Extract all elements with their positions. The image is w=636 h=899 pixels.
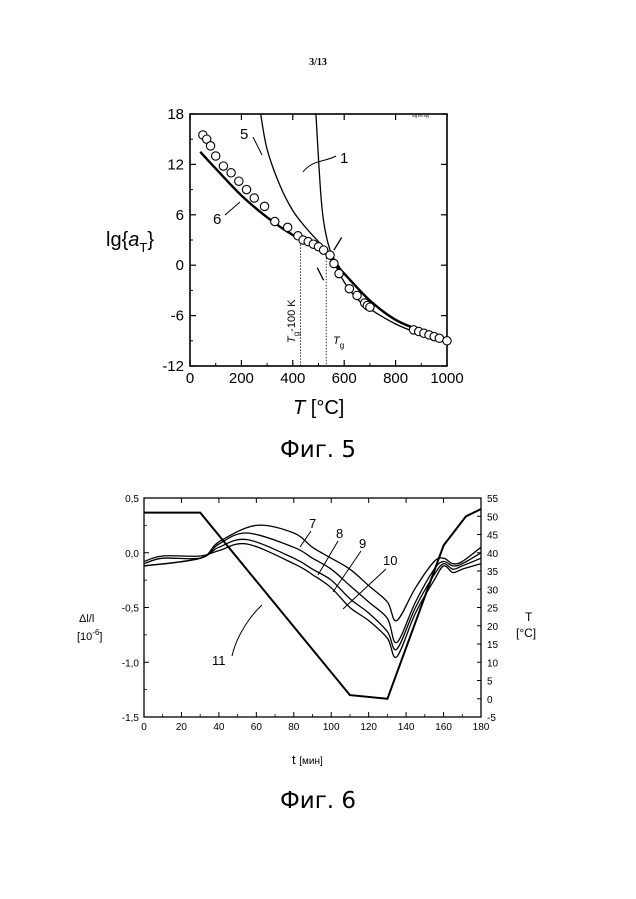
fig5-data-point — [345, 285, 353, 293]
fig6-curve-label-8: 8 — [336, 526, 343, 541]
fig6-y-right-tick-label: 30 — [487, 585, 499, 596]
fig5-data-point — [260, 202, 268, 210]
fig6-x-tick-label: 140 — [398, 722, 415, 733]
fig5-series — [200, 114, 447, 341]
fig5-x-tick-label: 400 — [280, 370, 305, 387]
fig6-x-tick-label: 20 — [176, 722, 188, 733]
fig5-data-point — [335, 269, 343, 277]
fig6-x-tick-label: 40 — [213, 722, 225, 733]
fig5-data-point — [353, 291, 361, 299]
fig6-curve-8 — [144, 533, 481, 643]
fig5-curve-label-6: 6 — [213, 211, 221, 228]
fig6-y-right-label-line2: [°C] — [516, 626, 536, 640]
fig6-y-right-tick-label: 15 — [487, 640, 499, 651]
fig6-y-left-label-line1: Δl/l — [79, 613, 94, 625]
fig6-series — [144, 509, 481, 699]
fig6-curve-label-9: 9 — [359, 536, 366, 551]
fig6-y-right-tick-label: 10 — [487, 658, 499, 669]
fig6-y-left-label-line2: [10-6] — [77, 628, 102, 643]
figure-6-chart: 0204060801001201401601800,50,0-0,5-1,0-1… — [0, 488, 636, 788]
fig5-data-point — [443, 337, 451, 345]
fig6-x-axis-label: t [мин] — [292, 752, 323, 767]
fig5-x-tick-label: 200 — [229, 370, 254, 387]
fig5-tg-minus-label: Tg-100 K — [286, 299, 301, 343]
fig6-y-right-tick-label: 40 — [487, 549, 499, 560]
fig6-x-tick-label: 100 — [323, 722, 340, 733]
fig5-corner-mark: clg1fb.opj — [412, 113, 429, 118]
fig6-y-right-tick-label: 25 — [487, 604, 499, 615]
fig5-data-point — [242, 185, 250, 193]
fig5-data-point — [366, 303, 374, 311]
fig6-curve-label-11: 11 — [212, 653, 226, 668]
fig5-tg-label: Tg — [333, 335, 344, 350]
fig5-data-point — [206, 142, 214, 150]
fig6-y-left-tick-label: -1,5 — [122, 713, 140, 724]
fig5-data-point — [227, 169, 235, 177]
fig5-curve-label-5: 5 — [240, 126, 248, 143]
fig6-curve-11 — [144, 509, 481, 699]
fig5-y-tick-label: 12 — [167, 156, 184, 173]
fig6-y-right-tick-label: 0 — [487, 695, 493, 706]
fig5-y-tick-label: -12 — [162, 358, 184, 375]
fig5-data-point — [235, 177, 243, 185]
fig6-y-right-tick-label: 5 — [487, 677, 493, 688]
fig5-markers — [199, 131, 452, 345]
fig5-curve-1 — [316, 114, 447, 341]
fig6-x-tick-label: 120 — [360, 722, 377, 733]
fig5-y-tick-label: 0 — [176, 257, 184, 274]
fig6-y-right-tick-label: 45 — [487, 531, 499, 542]
figure-5-chart: 02004006008001000-12-6061218 clg1fb.opj … — [0, 0, 636, 440]
fig5-y-tick-label: 6 — [176, 207, 184, 224]
fig6-y-left-tick-label: 0,5 — [125, 494, 139, 505]
fig6-y-right-tick-label: 55 — [487, 494, 499, 505]
fig5-data-point — [250, 194, 258, 202]
fig5-x-tick-label: 600 — [332, 370, 357, 387]
fig5-x-tick-label: 1000 — [430, 370, 463, 387]
fig6-curve-label-10: 10 — [383, 553, 397, 568]
fig5-data-point — [435, 334, 443, 342]
fig6-x-tick-label: 0 — [141, 722, 147, 733]
fig5-data-point — [212, 152, 220, 160]
fig6-y-right-tick-label: 20 — [487, 622, 499, 633]
fig6-y-left-tick-label: -0,5 — [122, 604, 140, 615]
fig6-curve-7 — [144, 525, 481, 621]
fig6-curve-label-7: 7 — [309, 516, 316, 531]
fig6-y-left-tick-label: -1,0 — [122, 658, 140, 669]
fig5-curve-label-1: 1 — [340, 150, 348, 167]
fig5-x-axis-label: T [°C] — [293, 397, 344, 419]
fig6-y-right-tick-label: -5 — [487, 713, 496, 724]
fig5-x-tick-label: 0 — [186, 370, 194, 387]
fig6-x-tick-label: 80 — [288, 722, 300, 733]
fig6-y-right-tick-label: 35 — [487, 567, 499, 578]
fig6-y-right-tick-label: 50 — [487, 512, 499, 523]
fig5-data-point — [283, 223, 291, 231]
figure-5-caption: Фиг. 5 — [0, 437, 636, 463]
figure-6-caption: Фиг. 6 — [0, 788, 636, 814]
fig6-y-left-tick-label: 0,0 — [125, 549, 139, 560]
fig5-data-point — [330, 259, 338, 267]
fig5-y-tick-label: -6 — [171, 308, 184, 325]
fig6-y-right-label-line1: T — [525, 610, 533, 624]
fig5-tangent-upper — [334, 237, 342, 250]
fig6-x-tick-label: 160 — [435, 722, 452, 733]
fig6-curve-10 — [144, 544, 481, 658]
fig5-y-tick-label: 18 — [167, 106, 184, 123]
fig5-y-axis-label: lg{aT} — [106, 229, 154, 255]
fig6-x-tick-label: 60 — [251, 722, 263, 733]
fig5-x-tick-label: 800 — [383, 370, 408, 387]
fig5-data-point — [326, 251, 334, 259]
fig5-labels: clg1fb.opj lg{aT} T [°C] 1 5 6 Tg-100 K … — [106, 113, 429, 419]
fig5-tangent-lower — [317, 268, 323, 281]
fig5-data-point — [219, 162, 227, 170]
fig5-data-point — [271, 217, 279, 225]
